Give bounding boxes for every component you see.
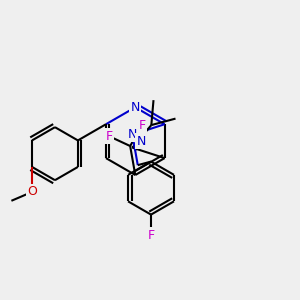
Text: N: N xyxy=(128,128,137,141)
Text: N: N xyxy=(130,101,140,114)
Text: O: O xyxy=(27,185,37,199)
Text: F: F xyxy=(105,130,112,142)
Text: N: N xyxy=(136,135,146,148)
Text: F: F xyxy=(138,119,146,132)
Text: F: F xyxy=(148,229,154,242)
